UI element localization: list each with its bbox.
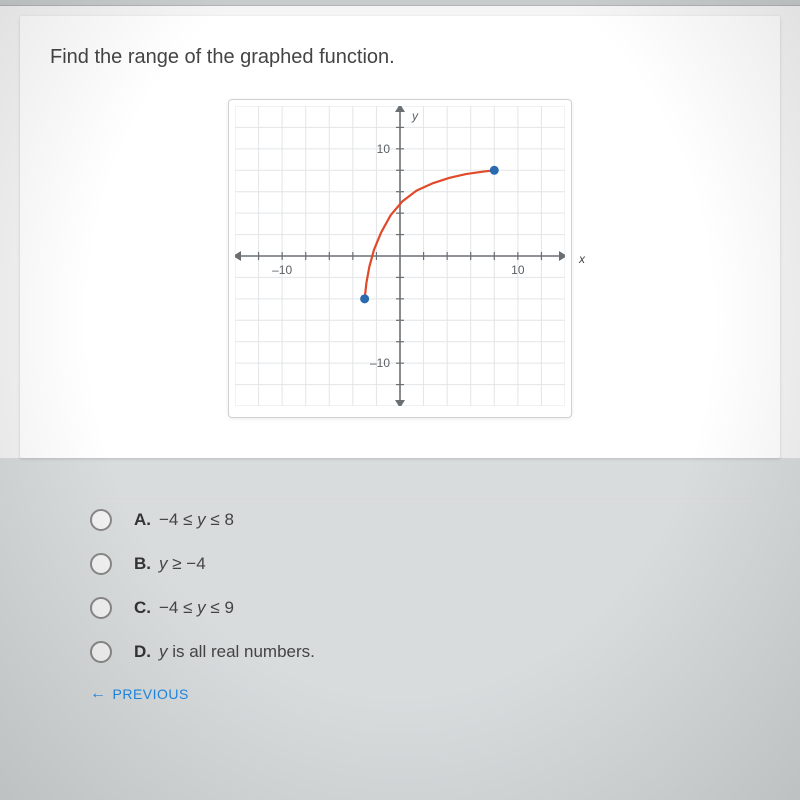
svg-text:–10: –10 (370, 356, 390, 370)
radio-button[interactable] (90, 553, 112, 575)
radio-button[interactable] (90, 597, 112, 619)
graph-container: –10 10 –10 10 y x (50, 99, 750, 418)
graph-card: –1010–1010y x (228, 99, 572, 418)
answer-label: B. (134, 554, 151, 574)
svg-text:–10: –10 (272, 263, 292, 277)
svg-text:10: 10 (511, 263, 525, 277)
answer-text: −4 ≤ y ≤ 9 (159, 598, 234, 618)
question-text: Find the range of the graphed function. (50, 46, 750, 69)
answer-text: −4 ≤ y ≤ 8 (159, 510, 234, 530)
previous-label: PREVIOUS (113, 686, 189, 702)
answer-text: y ≥ −4 (159, 554, 206, 574)
divider (90, 498, 760, 499)
radio-button[interactable] (90, 641, 112, 663)
answer-text: y is all real numbers. (159, 642, 315, 662)
question-area: Find the range of the graphed function. … (0, 6, 800, 458)
question-card: Find the range of the graphed function. … (20, 16, 780, 458)
arrow-left-icon: ← (90, 685, 107, 703)
answer-option[interactable]: B. y ≥ −4 (90, 553, 760, 575)
answer-label: A. (134, 510, 151, 530)
previous-button[interactable]: ← PREVIOUS (90, 685, 760, 703)
x-axis-label: x (579, 252, 585, 266)
answer-label: D. (134, 642, 151, 662)
answer-label: C. (134, 598, 151, 618)
answer-option[interactable]: A. −4 ≤ y ≤ 8 (90, 509, 760, 531)
answer-option[interactable]: C. −4 ≤ y ≤ 9 (90, 597, 760, 619)
function-graph: –10 10 –10 10 y (235, 106, 565, 406)
svg-text:y: y (411, 109, 419, 123)
answer-option[interactable]: D. y is all real numbers. (90, 641, 760, 663)
svg-text:10: 10 (377, 142, 391, 156)
answers-section: A. −4 ≤ y ≤ 8 B. y ≥ −4 C. −4 ≤ y ≤ 9 D. y is a… (0, 458, 800, 723)
radio-button[interactable] (90, 509, 112, 531)
